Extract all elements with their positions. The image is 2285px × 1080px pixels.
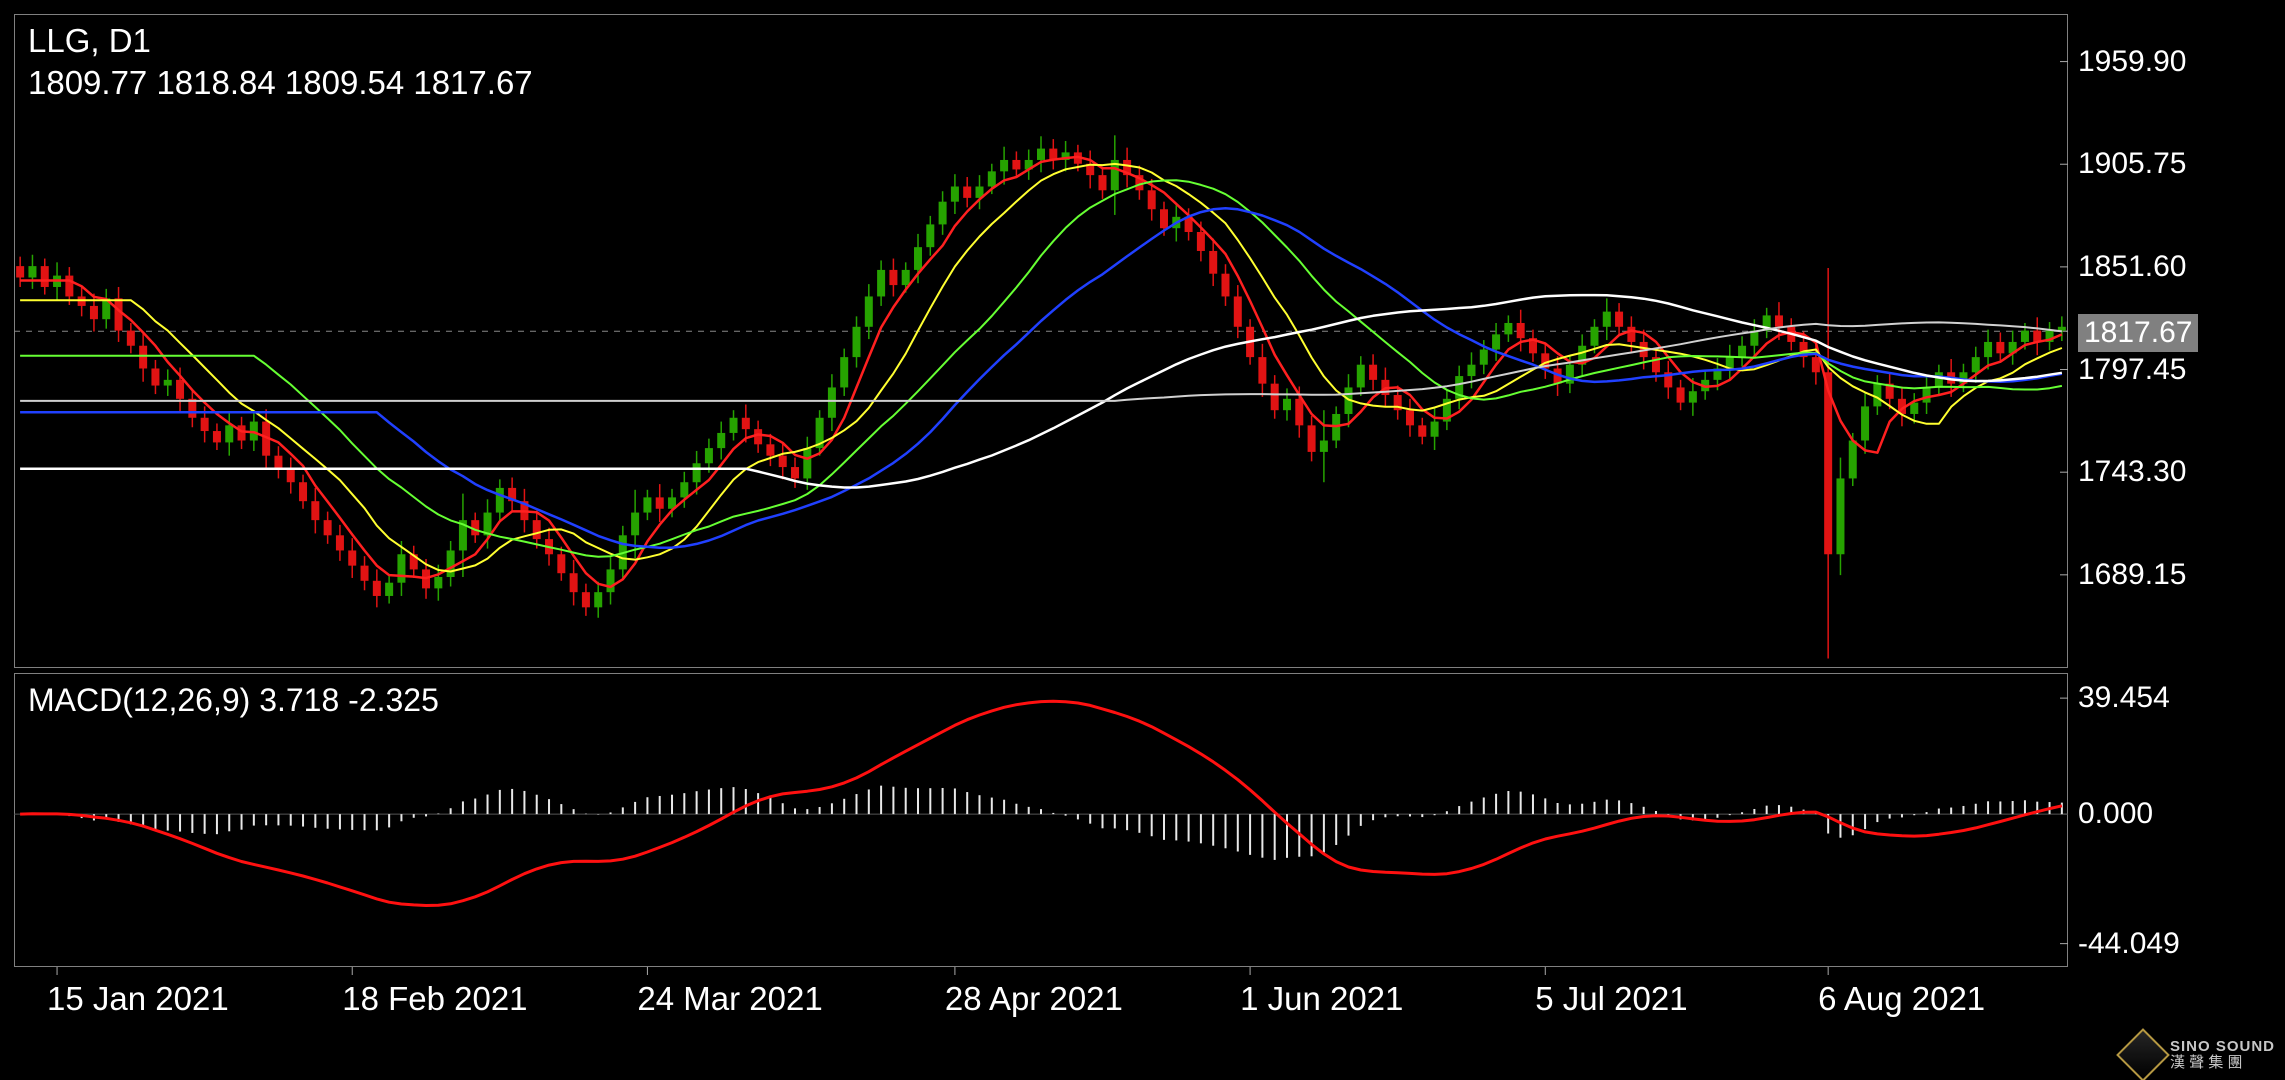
ohlc-readout: 1809.77 1818.84 1809.54 1817.67: [28, 64, 533, 102]
date-tick-label: 24 Mar 2021: [637, 980, 822, 1018]
macd-tick-label: 39.454: [2078, 681, 2170, 715]
date-tick-label: 1 Jun 2021: [1240, 980, 1403, 1018]
date-tick-label: 28 Apr 2021: [945, 980, 1123, 1018]
price-tick-label: 1743.30: [2078, 455, 2186, 489]
chart-root: LLG, D1 1809.77 1818.84 1809.54 1817.67 …: [0, 0, 2285, 1080]
price-tick-label: 1851.60: [2078, 250, 2186, 284]
date-tick-label: 15 Jan 2021: [47, 980, 229, 1018]
macd-tick-label: 0.000: [2078, 797, 2153, 831]
macd-signal-layer: [0, 0, 2285, 1080]
brand-logo-icon: [2116, 1028, 2170, 1080]
brand-name-en: SINO SOUND: [2170, 1039, 2275, 1056]
last-price-marker: 1817.67: [2078, 314, 2198, 352]
date-tick-label: 18 Feb 2021: [342, 980, 527, 1018]
date-tick-label: 5 Jul 2021: [1535, 980, 1687, 1018]
brand-name-cn: 漢 聲 集 團: [2170, 1055, 2275, 1072]
date-tick-label: 6 Aug 2021: [1818, 980, 1985, 1018]
brand-watermark: SINO SOUND 漢 聲 集 團: [2124, 1036, 2275, 1074]
price-tick-label: 1959.90: [2078, 45, 2186, 79]
price-tick-label: 1797.45: [2078, 353, 2186, 387]
macd-readout: MACD(12,26,9) 3.718 -2.325: [28, 682, 439, 719]
symbol-timeframe: LLG, D1: [28, 22, 151, 60]
price-tick-label: 1689.15: [2078, 558, 2186, 592]
price-tick-label: 1905.75: [2078, 147, 2186, 181]
macd-tick-label: -44.049: [2078, 927, 2180, 961]
